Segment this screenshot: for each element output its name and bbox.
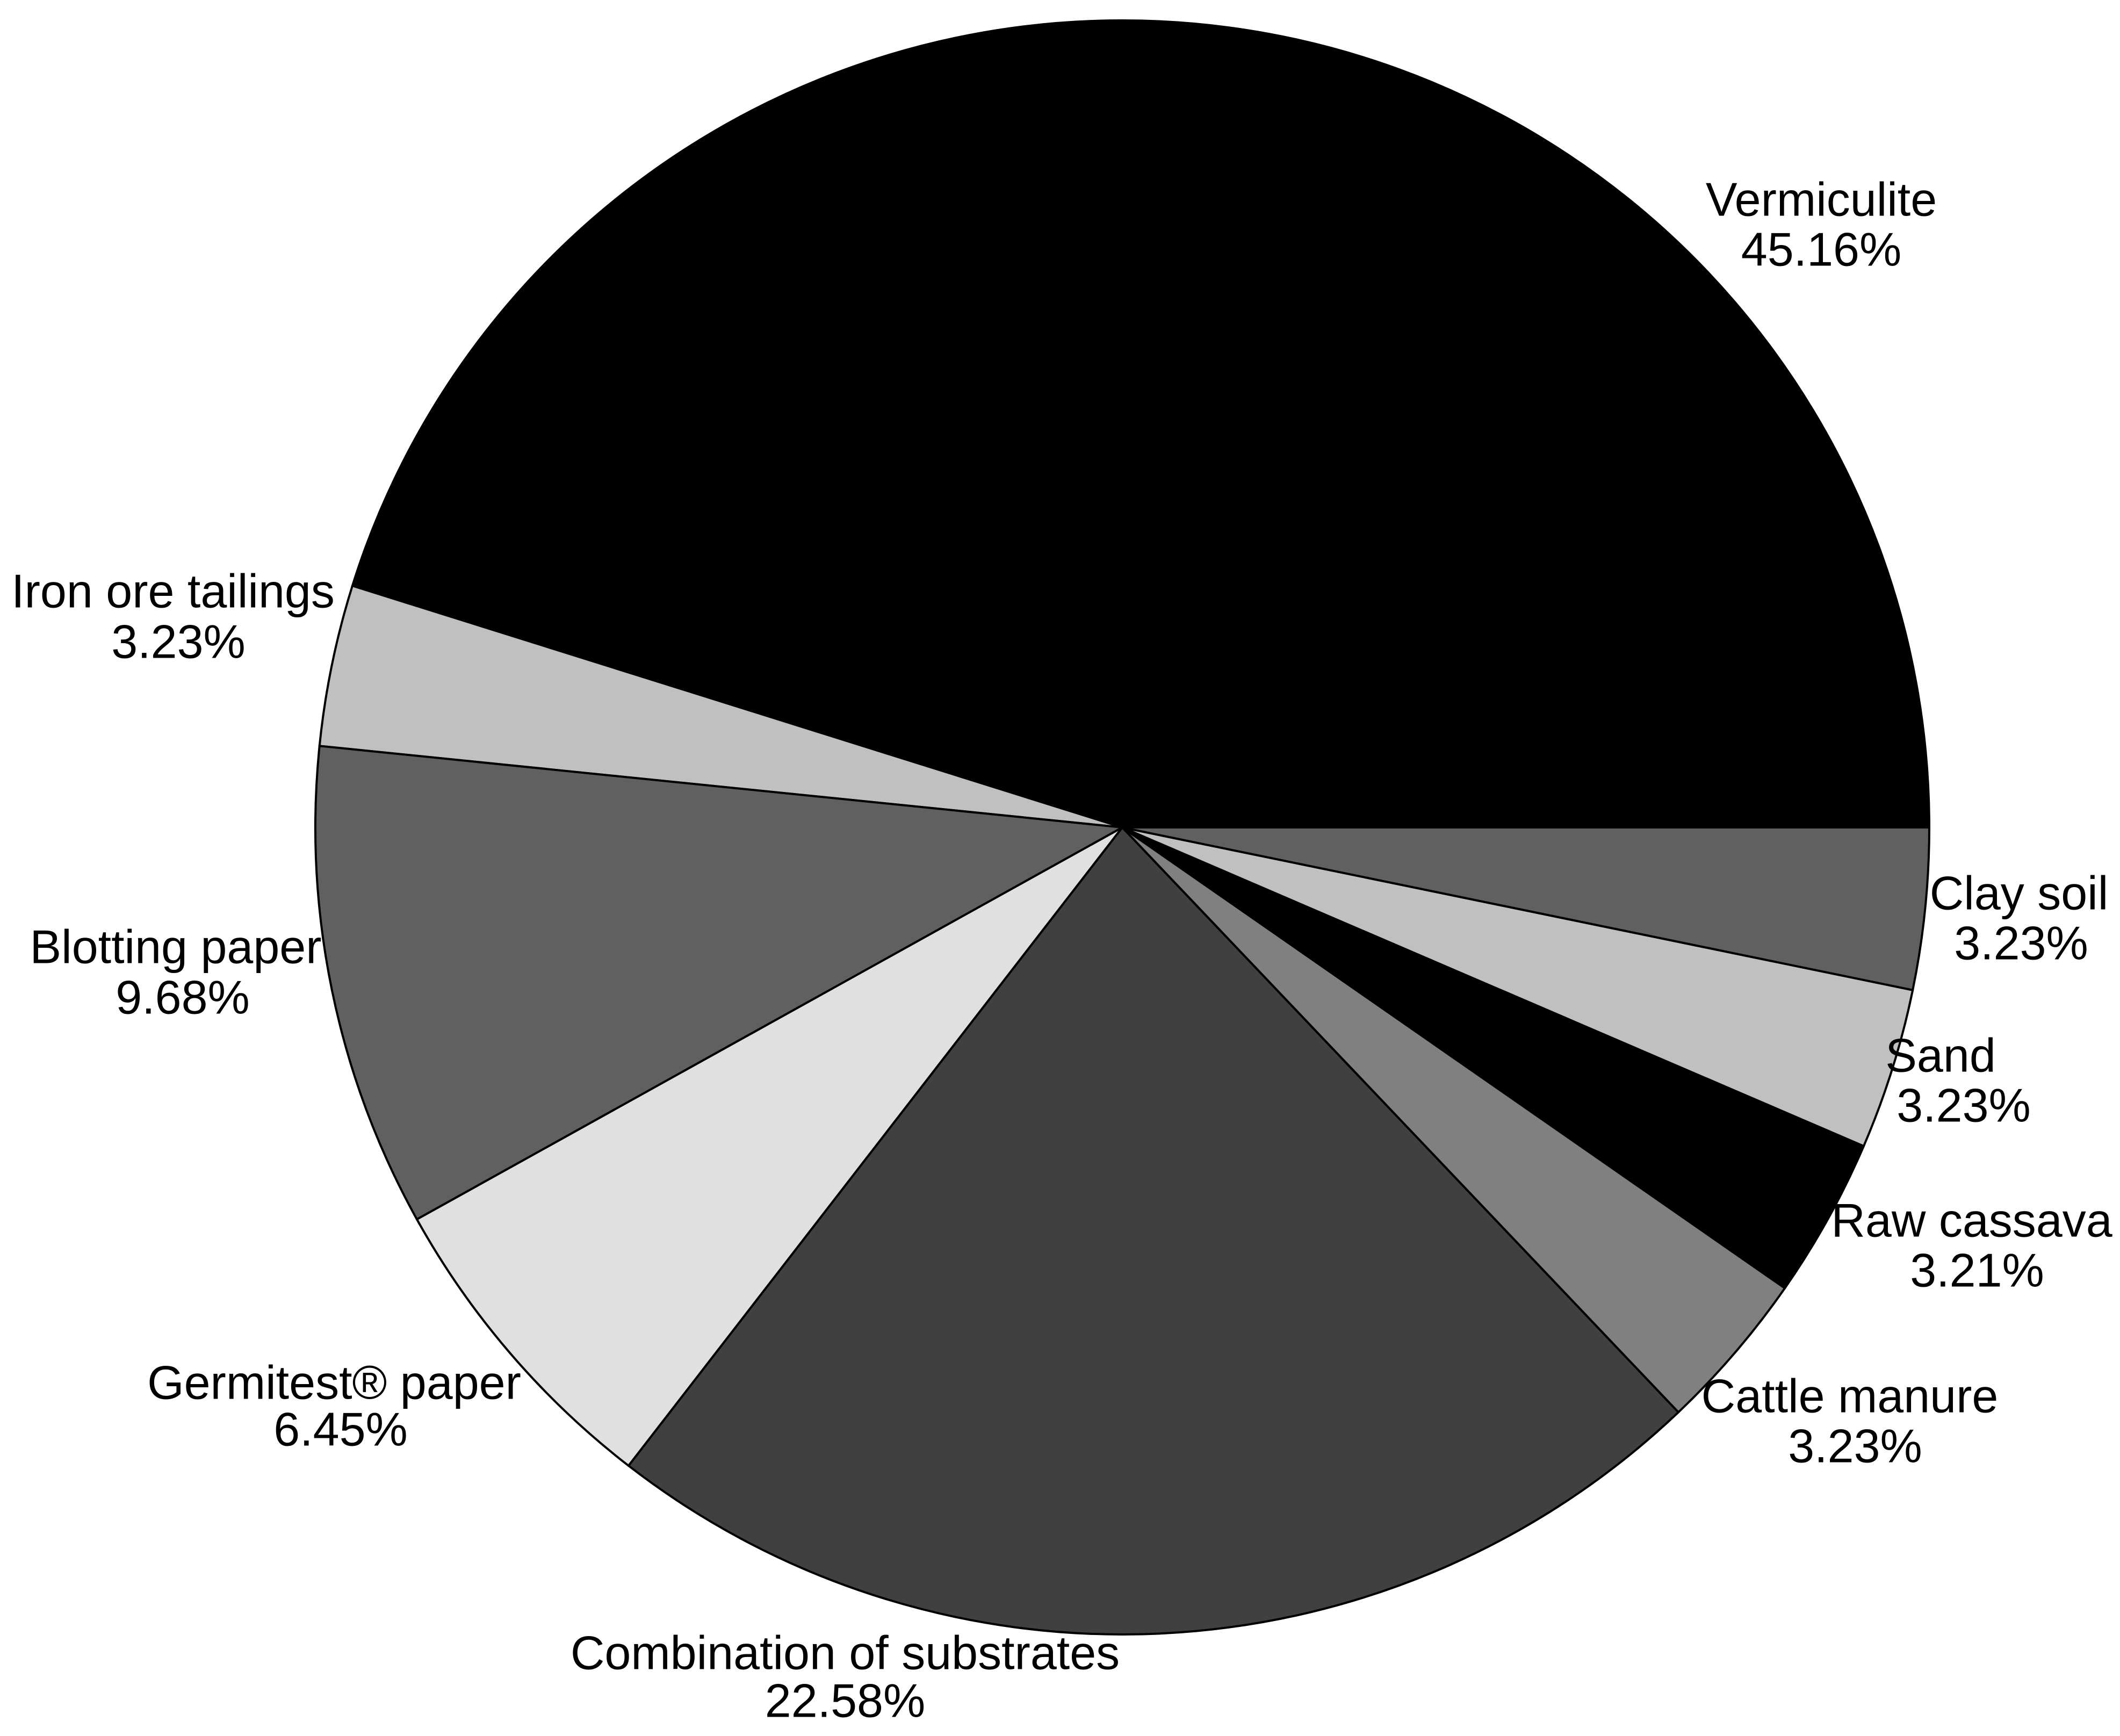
slice-label: Combination of substrates bbox=[571, 1626, 1120, 1679]
pie-slice bbox=[415, 826, 1123, 1467]
slice-label: Clay soil bbox=[1930, 866, 2109, 919]
pie-slice bbox=[627, 825, 1680, 1636]
slice-label: Vermiculite bbox=[1706, 172, 1937, 226]
slice-value-label: 3.21% bbox=[1910, 1243, 2044, 1296]
slice-label: Cattle manure bbox=[1701, 1369, 1999, 1422]
pie-slice bbox=[1121, 826, 1865, 1290]
pie-slice bbox=[314, 745, 1126, 1221]
slice-value-label: 9.68% bbox=[116, 970, 250, 1024]
slice-value-label: 6.45% bbox=[273, 1402, 408, 1456]
slice-label: Sand bbox=[1885, 1028, 1996, 1082]
pie-slice bbox=[1122, 826, 1931, 992]
slice-value-label: 45.16% bbox=[1741, 222, 1901, 276]
slice-value-label: 3.23% bbox=[1788, 1419, 1922, 1472]
slice-label: Germitest® paper bbox=[147, 1356, 521, 1409]
slice-label: Blotting paper bbox=[30, 920, 321, 973]
slice-label: Raw cassava bbox=[1831, 1193, 2112, 1247]
slice-label: Iron ore tailings bbox=[11, 564, 335, 617]
slice-value-label: 3.23% bbox=[1897, 1078, 2031, 1132]
pie-slice bbox=[1122, 826, 1914, 1148]
pie-slice bbox=[351, 19, 1931, 829]
slice-value-label: 3.23% bbox=[111, 615, 246, 668]
pie-slice bbox=[1121, 826, 1786, 1414]
slice-value-label: 3.23% bbox=[1954, 916, 2088, 969]
slice-value-label: 22.58% bbox=[765, 1674, 925, 1727]
pie-slice bbox=[318, 584, 1123, 829]
